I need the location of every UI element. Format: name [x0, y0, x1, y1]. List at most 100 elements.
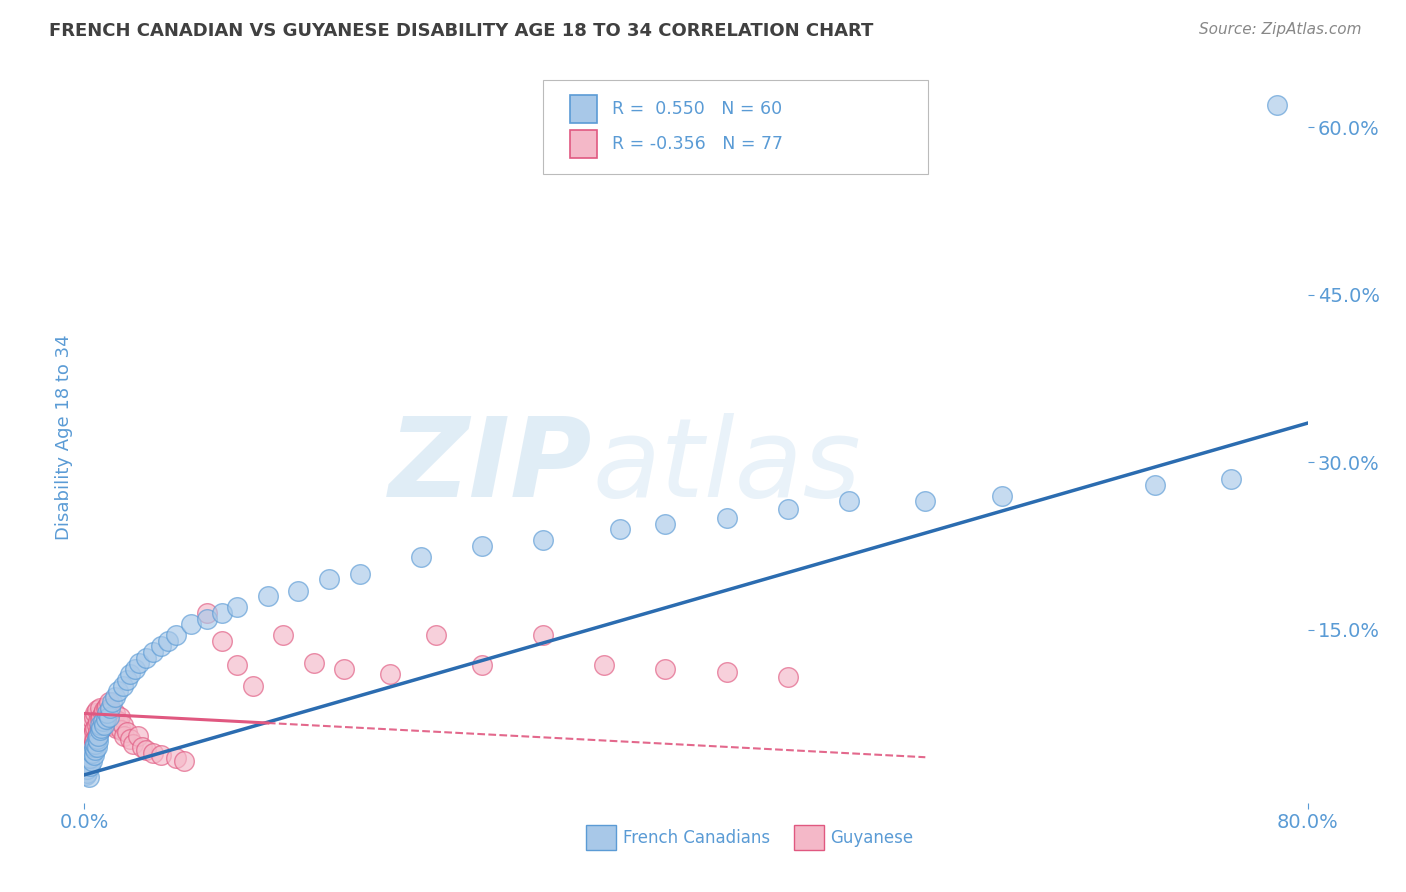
- Text: Source: ZipAtlas.com: Source: ZipAtlas.com: [1198, 22, 1361, 37]
- Point: [96, 698, 118, 713]
- Point: [87, 725, 110, 739]
- Point: [90, 721, 112, 735]
- Point: [93, 714, 115, 729]
- Point: [716, 511, 738, 525]
- Y-axis label: Disability Age 18 to 34: Disability Age 18 to 34: [55, 334, 73, 540]
- Point: [128, 657, 150, 671]
- Point: [131, 739, 153, 754]
- Point: [111, 679, 134, 693]
- Text: R =  0.550   N = 60: R = 0.550 N = 60: [612, 100, 782, 118]
- Point: [80, 712, 103, 726]
- Point: [111, 717, 134, 731]
- Point: [112, 729, 135, 743]
- Point: [122, 737, 145, 751]
- Point: [914, 494, 936, 508]
- Point: [115, 725, 138, 739]
- Point: [104, 717, 127, 731]
- Point: [531, 533, 554, 548]
- Point: [157, 633, 180, 648]
- Point: [93, 717, 115, 731]
- Point: [776, 670, 799, 684]
- Point: [86, 732, 108, 747]
- Point: [226, 600, 249, 615]
- Point: [349, 566, 371, 581]
- Point: [211, 633, 233, 648]
- Point: [77, 770, 100, 784]
- Point: [89, 701, 111, 715]
- Point: [79, 732, 101, 747]
- Point: [76, 765, 98, 780]
- Point: [776, 502, 799, 516]
- Point: [120, 667, 142, 681]
- Point: [716, 665, 738, 680]
- Point: [104, 690, 127, 704]
- Point: [83, 710, 105, 724]
- Point: [593, 658, 616, 673]
- Point: [838, 494, 860, 508]
- Point: [107, 684, 129, 698]
- Point: [135, 650, 157, 665]
- Point: [257, 589, 280, 603]
- Point: [124, 662, 146, 676]
- Bar: [586, 825, 616, 850]
- Point: [287, 583, 309, 598]
- Point: [84, 737, 107, 751]
- Point: [211, 606, 233, 620]
- Point: [86, 703, 108, 717]
- Text: Guyanese: Guyanese: [831, 829, 914, 847]
- Point: [105, 721, 128, 735]
- Point: [89, 712, 111, 726]
- Point: [991, 489, 1014, 503]
- Point: [76, 723, 98, 738]
- Point: [98, 701, 121, 715]
- Point: [333, 662, 356, 676]
- Point: [80, 755, 103, 769]
- Point: [135, 743, 157, 757]
- FancyBboxPatch shape: [543, 80, 928, 174]
- Point: [91, 706, 114, 721]
- Bar: [569, 95, 598, 122]
- Point: [101, 695, 124, 709]
- Point: [86, 739, 108, 754]
- Point: [302, 657, 325, 671]
- Point: [142, 645, 165, 659]
- Point: [94, 712, 117, 726]
- Point: [79, 759, 101, 773]
- Point: [380, 667, 402, 681]
- Point: [86, 717, 108, 731]
- Point: [79, 751, 101, 765]
- Point: [80, 729, 103, 743]
- Point: [471, 658, 494, 673]
- Point: [89, 723, 111, 738]
- Point: [271, 628, 294, 642]
- Point: [77, 743, 100, 757]
- Point: [165, 751, 187, 765]
- Point: [195, 606, 218, 620]
- Bar: [569, 130, 598, 158]
- Point: [89, 717, 111, 731]
- Point: [149, 640, 172, 654]
- Point: [75, 739, 97, 754]
- Point: [127, 729, 149, 743]
- Point: [90, 710, 112, 724]
- Point: [76, 729, 98, 743]
- Text: ZIP: ZIP: [388, 413, 592, 520]
- Point: [97, 706, 120, 721]
- Point: [120, 732, 142, 747]
- Point: [89, 723, 111, 738]
- Point: [98, 703, 121, 717]
- Point: [86, 729, 108, 743]
- Point: [75, 768, 97, 782]
- Point: [531, 628, 554, 642]
- Text: R = -0.356   N = 77: R = -0.356 N = 77: [612, 135, 783, 153]
- Point: [103, 710, 125, 724]
- Point: [471, 539, 494, 553]
- Point: [94, 712, 117, 726]
- Point: [173, 755, 195, 769]
- Point: [84, 721, 107, 735]
- Point: [1220, 472, 1243, 486]
- Point: [107, 714, 129, 729]
- Text: atlas: atlas: [592, 413, 860, 520]
- Point: [115, 673, 138, 687]
- Point: [1143, 477, 1166, 491]
